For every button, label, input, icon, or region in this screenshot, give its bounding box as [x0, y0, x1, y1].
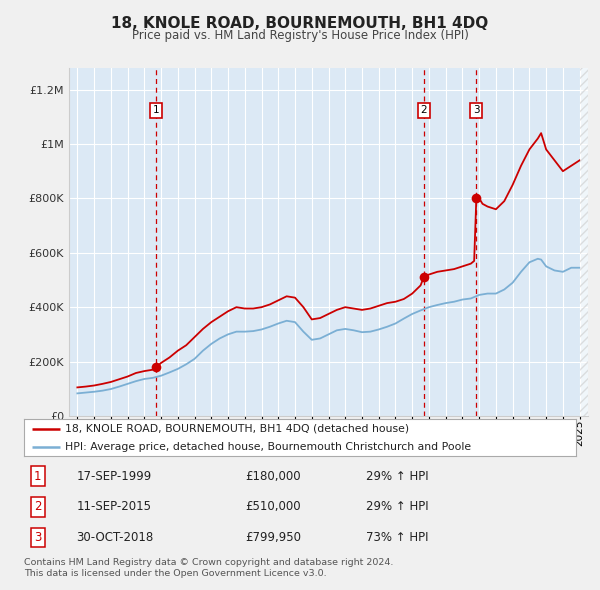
Text: 29% ↑ HPI: 29% ↑ HPI	[366, 470, 429, 483]
Text: 18, KNOLE ROAD, BOURNEMOUTH, BH1 4DQ (detached house): 18, KNOLE ROAD, BOURNEMOUTH, BH1 4DQ (de…	[65, 424, 410, 434]
Text: HPI: Average price, detached house, Bournemouth Christchurch and Poole: HPI: Average price, detached house, Bour…	[65, 442, 472, 452]
Text: 29% ↑ HPI: 29% ↑ HPI	[366, 500, 429, 513]
Text: £510,000: £510,000	[245, 500, 301, 513]
Bar	[580, 68, 590, 416]
Text: This data is licensed under the Open Government Licence v3.0.: This data is licensed under the Open Gov…	[24, 569, 326, 578]
Text: 3: 3	[473, 106, 479, 115]
Text: Price paid vs. HM Land Registry's House Price Index (HPI): Price paid vs. HM Land Registry's House …	[131, 30, 469, 42]
Text: £180,000: £180,000	[245, 470, 301, 483]
Text: £799,950: £799,950	[245, 531, 301, 544]
Text: 73% ↑ HPI: 73% ↑ HPI	[366, 531, 429, 544]
Text: 2: 2	[34, 500, 41, 513]
Text: 1: 1	[34, 470, 41, 483]
Text: Contains HM Land Registry data © Crown copyright and database right 2024.: Contains HM Land Registry data © Crown c…	[24, 558, 394, 566]
Text: 30-OCT-2018: 30-OCT-2018	[76, 531, 154, 544]
Text: 18, KNOLE ROAD, BOURNEMOUTH, BH1 4DQ: 18, KNOLE ROAD, BOURNEMOUTH, BH1 4DQ	[112, 16, 488, 31]
Text: 17-SEP-1999: 17-SEP-1999	[76, 470, 152, 483]
Text: 2: 2	[421, 106, 427, 115]
Text: 11-SEP-2015: 11-SEP-2015	[76, 500, 151, 513]
Text: 1: 1	[153, 106, 160, 115]
Text: 3: 3	[34, 531, 41, 544]
